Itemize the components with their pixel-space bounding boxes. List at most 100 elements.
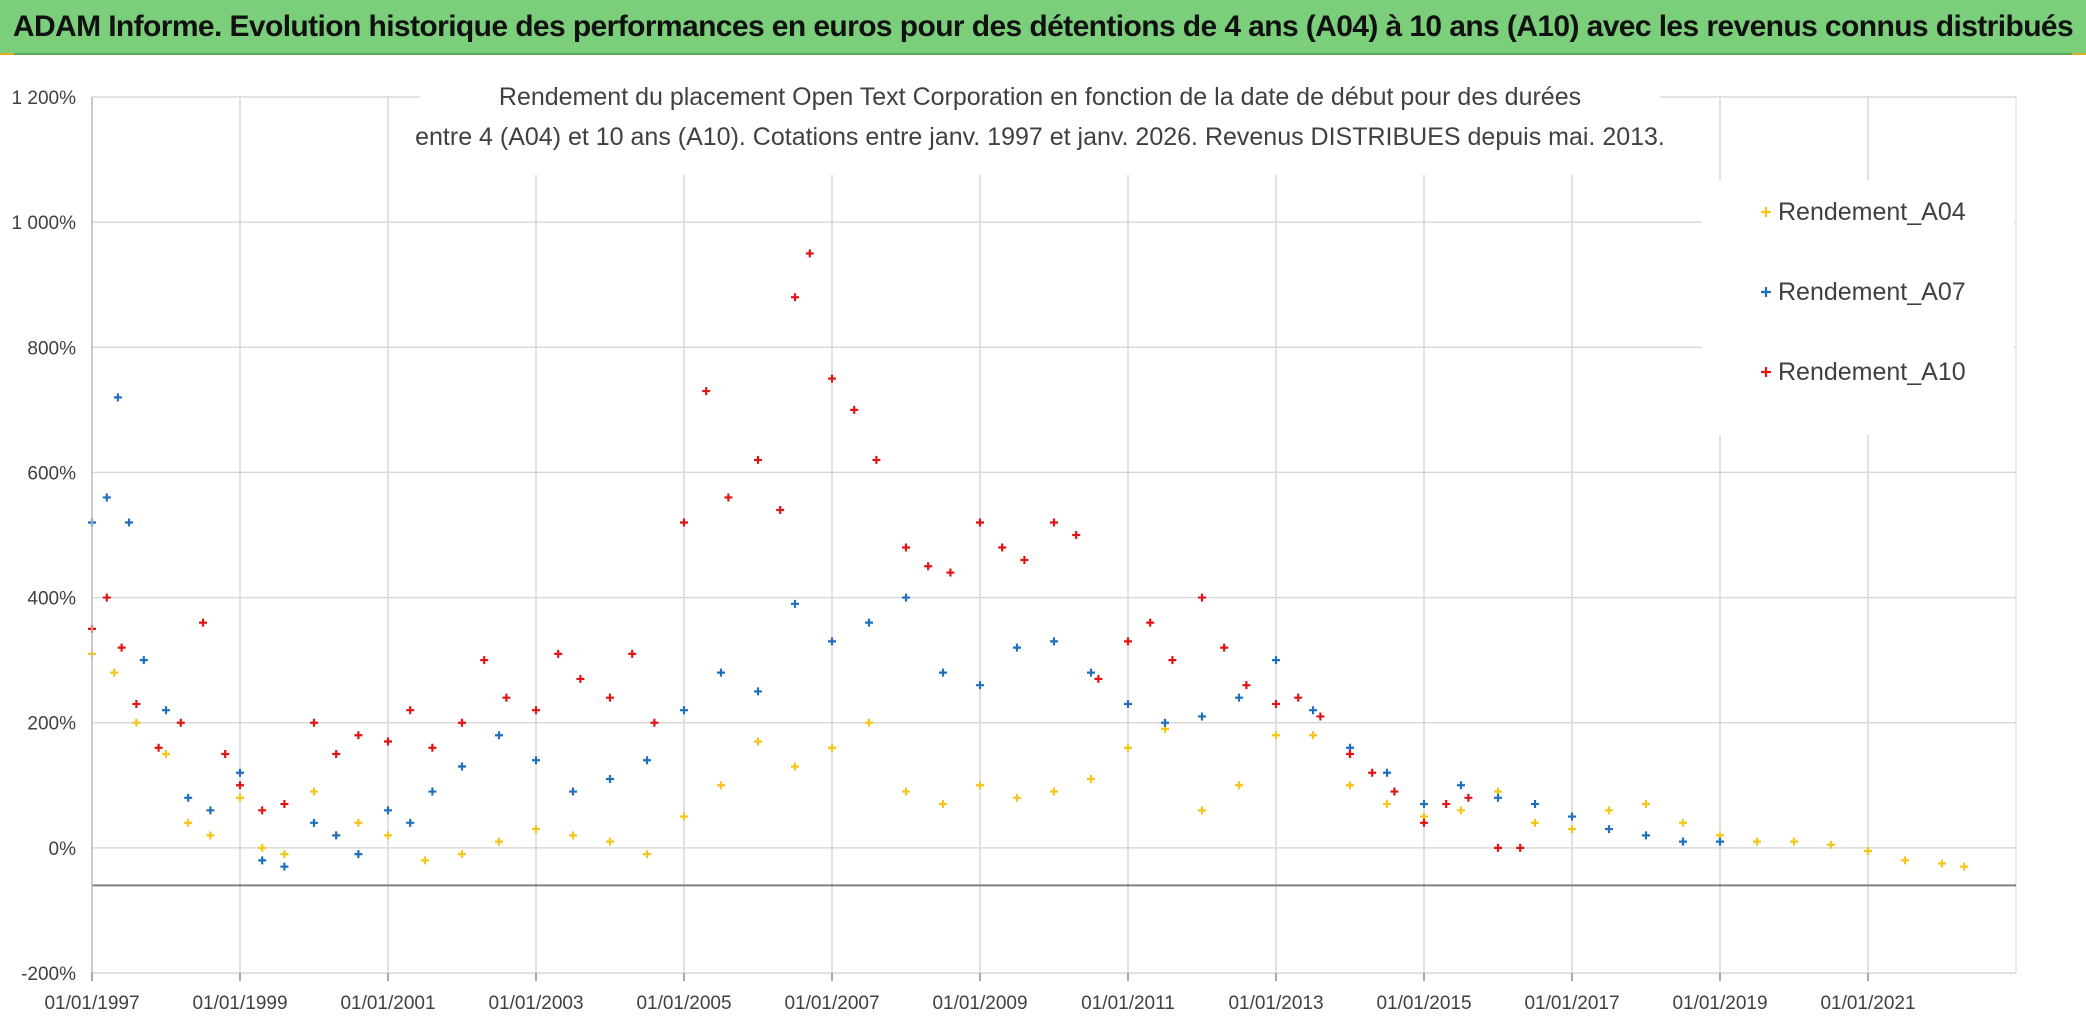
data-point-Rendement_A10 <box>1516 843 1525 852</box>
data-point-Rendement_A04 <box>1679 818 1687 827</box>
x-tick-label: 01/01/2011 <box>1081 993 1175 1014</box>
axis-layer: -200% 0% 200% 400% 600% 800% 1 000% 1 200% 01/01… <box>12 88 2016 1014</box>
data-point-Rendement_A07 <box>310 818 318 827</box>
data-point-Rendement_A04 <box>421 856 429 865</box>
data-point-Rendement_A10 <box>354 731 363 740</box>
data-point-Rendement_A10 <box>946 568 955 577</box>
data-point-Rendement_A10 <box>1420 818 1428 827</box>
legend-label-Rendement_A10: Rendement_A10 <box>1778 358 1966 386</box>
data-point-Rendement_A04 <box>939 800 947 809</box>
data-point-Rendement_A10 <box>532 706 540 715</box>
data-point-Rendement_A10 <box>976 518 984 527</box>
data-point-Rendement_A04 <box>532 825 540 834</box>
x-tick-label: 01/01/1997 <box>44 993 139 1014</box>
data-point-Rendement_A07 <box>332 831 341 840</box>
data-point-Rendement_A07 <box>258 856 267 865</box>
data-point-Rendement_A04 <box>384 831 392 840</box>
data-point-Rendement_A04 <box>1938 859 1946 868</box>
data-point-Rendement_A07 <box>113 393 122 402</box>
data-point-Rendement_A10 <box>680 518 688 527</box>
x-tick-label: 01/01/2019 <box>1672 993 1767 1014</box>
data-point-Rendement_A04 <box>1346 781 1354 790</box>
data-point-Rendement_A10 <box>1124 637 1132 646</box>
data-point-Rendement_A10 <box>628 649 637 658</box>
data-point-Rendement_A04 <box>828 743 836 752</box>
x-tick-label: 01/01/2013 <box>1228 993 1323 1014</box>
x-tick-label: 01/01/2017 <box>1524 993 1619 1014</box>
data-point-Rendement_A10 <box>1494 843 1502 852</box>
data-point-Rendement_A07 <box>532 756 540 765</box>
data-point-Rendement_A04 <box>1309 731 1317 740</box>
series-Rendement_A10 <box>88 249 1525 852</box>
y-tick-label: 1 000% <box>12 213 77 234</box>
data-point-Rendement_A10 <box>1242 681 1251 690</box>
data-point-Rendement_A10 <box>1094 674 1103 683</box>
data-point-Rendement_A10 <box>384 737 392 746</box>
data-point-Rendement_A07 <box>717 668 725 677</box>
data-point-Rendement_A07 <box>1420 800 1428 809</box>
data-point-Rendement_A10 <box>791 293 799 302</box>
data-point-Rendement_A04 <box>1013 793 1021 802</box>
x-tick-label: 01/01/2015 <box>1376 993 1471 1014</box>
data-point-Rendement_A10 <box>1464 793 1473 802</box>
data-point-Rendement_A10 <box>1020 556 1029 565</box>
data-point-Rendement_A07 <box>1494 793 1502 802</box>
data-point-Rendement_A10 <box>902 543 910 552</box>
data-point-Rendement_A07 <box>791 599 799 608</box>
data-point-Rendement_A10 <box>1168 656 1177 665</box>
y-tick-label: -200% <box>21 964 76 985</box>
data-point-Rendement_A04 <box>569 831 577 840</box>
data-point-Rendement_A07 <box>865 618 873 627</box>
chart-title-line2: entre 4 (A04) et 10 ans (A10). Cotations… <box>415 123 1665 151</box>
data-point-Rendement_A10 <box>332 750 341 758</box>
data-point-Rendement_A10 <box>199 618 207 627</box>
data-point-Rendement_A10 <box>805 249 814 258</box>
data-point-Rendement_A04 <box>458 850 466 859</box>
data-point-Rendement_A07 <box>102 493 111 502</box>
data-point-Rendement_A07 <box>1716 837 1724 846</box>
y-tick-label: 0% <box>49 839 77 860</box>
data-point-Rendement_A07 <box>1198 712 1206 721</box>
data-point-Rendement_A10 <box>1346 750 1354 758</box>
data-point-Rendement_A07 <box>1124 699 1132 708</box>
data-point-Rendement_A07 <box>184 793 193 802</box>
data-point-Rendement_A10 <box>310 718 318 727</box>
data-point-Rendement_A07 <box>1605 825 1613 834</box>
data-point-Rendement_A10 <box>702 387 711 396</box>
data-point-Rendement_A10 <box>1220 643 1229 652</box>
data-point-Rendement_A04 <box>1050 787 1058 796</box>
data-point-Rendement_A07 <box>1642 831 1650 840</box>
data-point-Rendement_A07 <box>976 681 984 690</box>
data-point-Rendement_A04 <box>1642 800 1650 809</box>
data-point-Rendement_A07 <box>1272 656 1280 665</box>
data-point-Rendement_A10 <box>1050 518 1058 527</box>
data-point-Rendement_A04 <box>1605 806 1613 815</box>
data-point-Rendement_A10 <box>458 718 466 727</box>
data-point-Rendement_A07 <box>828 637 836 646</box>
data-point-Rendement_A10 <box>576 674 585 683</box>
data-point-Rendement_A10 <box>1442 800 1451 809</box>
title-banner: ADAM Informe. Evolution historique des p… <box>0 0 2086 55</box>
data-point-Rendement_A07 <box>384 806 392 815</box>
data-point-Rendement_A10 <box>236 781 244 790</box>
data-point-Rendement_A10 <box>1198 593 1206 602</box>
y-tick-label: 800% <box>27 338 76 359</box>
data-point-Rendement_A04 <box>680 812 688 821</box>
legend: Rendement_A04 Rendement_A07 Rendement_A10 <box>1702 180 2014 435</box>
data-point-Rendement_A07 <box>1531 800 1539 809</box>
data-point-Rendement_A04 <box>1235 781 1243 790</box>
data-point-Rendement_A04 <box>495 837 503 846</box>
data-point-Rendement_A07 <box>1457 781 1465 790</box>
data-point-Rendement_A04 <box>1864 846 1872 855</box>
data-point-Rendement_A07 <box>406 818 415 827</box>
data-point-Rendement_A07 <box>280 862 289 871</box>
series-Rendement_A04 <box>88 649 1969 871</box>
y-tick-label: 400% <box>27 589 76 610</box>
data-point-Rendement_A07 <box>206 806 215 815</box>
y-tick-label: 200% <box>27 714 76 735</box>
x-tick-label: 01/01/2007 <box>784 993 879 1014</box>
data-point-Rendement_A07 <box>1383 768 1391 777</box>
data-point-Rendement_A04 <box>1457 806 1465 815</box>
data-point-Rendement_A07 <box>495 731 503 740</box>
x-tick-label: 01/01/1999 <box>192 993 287 1014</box>
